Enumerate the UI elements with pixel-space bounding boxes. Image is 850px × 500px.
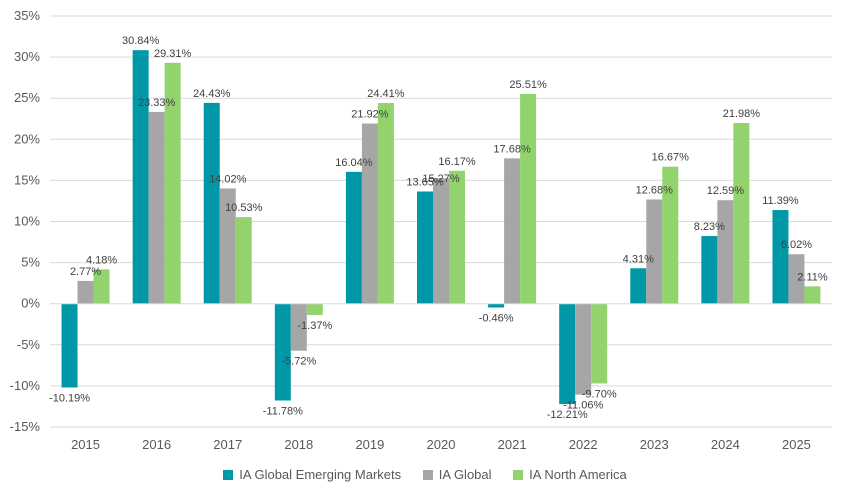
- y-tick-label: -15%: [10, 419, 41, 434]
- bar: [662, 166, 679, 304]
- data-label: 10.53%: [225, 202, 263, 214]
- x-tick-label: 2019: [355, 437, 384, 452]
- data-label: 2.11%: [797, 271, 828, 283]
- bar: [488, 303, 505, 308]
- bar: [733, 123, 750, 304]
- y-tick-label: -5%: [17, 337, 41, 352]
- y-tick-label: 35%: [14, 8, 40, 23]
- data-label: 11.39%: [762, 195, 799, 207]
- bar: [701, 236, 718, 304]
- legend-item-global: IA Global: [422, 467, 492, 482]
- bar: [148, 111, 165, 304]
- bar: [132, 50, 149, 304]
- x-tick-label: 2018: [284, 437, 313, 452]
- bar: [717, 200, 734, 304]
- data-label: 29.31%: [154, 48, 192, 60]
- data-label: -0.46%: [479, 312, 514, 324]
- data-label: 24.41%: [367, 88, 405, 100]
- bar: [306, 303, 323, 315]
- legend-item-north-america: IA North America: [513, 467, 627, 482]
- bar: [61, 303, 78, 388]
- data-label: 8.23%: [694, 221, 725, 233]
- data-label: 25.51%: [509, 79, 547, 91]
- data-label: 17.68%: [493, 143, 531, 155]
- bar: [788, 254, 805, 304]
- data-label: 2.77%: [70, 266, 101, 278]
- chart-legend: IA Global Emerging Markets IA Global IA …: [0, 467, 850, 482]
- legend-swatch-emerging-markets: [223, 470, 234, 480]
- x-tick-label: 2024: [711, 437, 740, 452]
- bar: [417, 191, 433, 304]
- bar: [575, 303, 592, 395]
- data-label: -5.72%: [281, 356, 316, 368]
- bar: [377, 103, 394, 304]
- x-tick-label: 2017: [213, 437, 242, 452]
- data-label: 14.02%: [209, 173, 247, 185]
- y-tick-label: 20%: [14, 131, 40, 146]
- data-label: 16.67%: [652, 152, 690, 164]
- bar: [361, 123, 378, 304]
- bar: [433, 178, 449, 304]
- y-tick-label: 15%: [14, 172, 40, 187]
- data-label: 30.84%: [122, 35, 160, 47]
- bar: [520, 94, 537, 304]
- bar: [804, 286, 821, 304]
- bar: [203, 102, 220, 304]
- bar: [235, 217, 252, 304]
- bar: [591, 303, 608, 384]
- bar: [772, 210, 789, 304]
- bar: [274, 303, 291, 401]
- y-tick-label: 0%: [21, 296, 40, 311]
- legend-label-emerging-markets: IA Global Emerging Markets: [239, 467, 402, 482]
- data-label: 12.68%: [636, 184, 674, 196]
- x-tick-label: 2020: [427, 437, 456, 452]
- data-label: -12.21%: [547, 409, 588, 421]
- bar: [449, 170, 465, 304]
- data-label: 21.98%: [723, 108, 761, 120]
- bar: [164, 62, 181, 304]
- data-label: 24.43%: [193, 88, 231, 100]
- data-label: 4.31%: [623, 253, 654, 265]
- legend-label-north-america: IA North America: [529, 467, 627, 482]
- y-tick-label: -10%: [10, 378, 41, 393]
- bar: [219, 188, 236, 304]
- bar: [559, 303, 576, 405]
- data-label: 12.59%: [707, 185, 745, 197]
- bar: [345, 171, 362, 304]
- x-tick-label: 2021: [498, 437, 527, 452]
- data-label: -9.70%: [582, 388, 617, 400]
- y-tick-label: 10%: [14, 214, 40, 229]
- bar: [77, 280, 94, 304]
- bar: [630, 268, 647, 304]
- bar: [646, 199, 663, 304]
- y-tick-label: 25%: [14, 90, 40, 105]
- data-label: 13.65%: [406, 176, 444, 188]
- bar: [504, 158, 521, 304]
- y-tick-label: 5%: [21, 255, 40, 270]
- data-label: 6.02%: [781, 239, 812, 251]
- x-tick-label: 2025: [782, 437, 811, 452]
- data-label: 21.92%: [351, 109, 389, 121]
- data-label: 16.04%: [335, 157, 373, 169]
- data-label: -11.06%: [563, 400, 603, 412]
- legend-label-global: IA Global: [438, 467, 492, 482]
- data-label: -1.37%: [297, 320, 332, 332]
- legend-swatch-north-america: [513, 470, 524, 480]
- y-tick-label: 30%: [14, 49, 40, 64]
- bar-chart: 35% 30% 25% 20% 15% 10% 5% 0% -5% -10% -15% -10.19%…: [10, 8, 832, 452]
- bar: [93, 269, 110, 304]
- x-tick-label: 2015: [71, 437, 100, 452]
- legend-item-emerging-markets: IA Global Emerging Markets: [223, 467, 401, 482]
- bar: [290, 303, 307, 351]
- x-tick-label: 2016: [142, 437, 171, 452]
- data-label: 23.33%: [138, 97, 176, 109]
- x-tick-label: 2023: [640, 437, 669, 452]
- data-label: -11.78%: [263, 406, 303, 418]
- x-tick-label: 2022: [569, 437, 598, 452]
- data-label: 16.17%: [438, 156, 476, 168]
- data-label: 4.18%: [86, 254, 117, 266]
- legend-swatch-global: [422, 470, 433, 480]
- data-label: -10.19%: [49, 392, 90, 404]
- data-label: 15.27%: [422, 173, 460, 185]
